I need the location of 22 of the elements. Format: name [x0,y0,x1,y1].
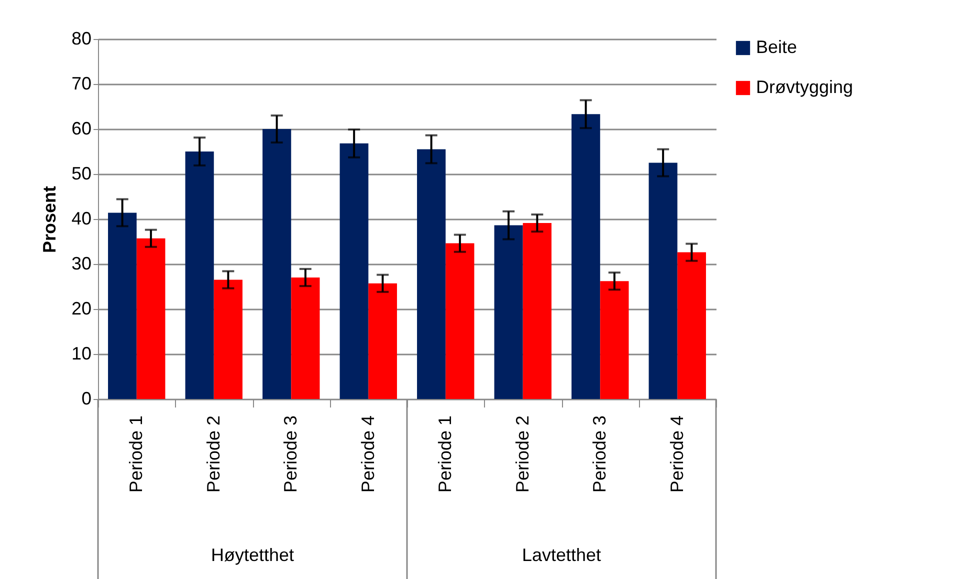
x-tick-label: Periode 2 [203,416,224,493]
x-tick-label: Periode 3 [280,416,301,493]
y-tick-label: 10 [71,344,92,364]
text: Høytetthet [210,545,294,565]
y-tick-label: 20 [71,298,92,318]
x-tick-label: Periode 1 [126,416,146,493]
y-tick-label: 60 [71,118,92,138]
x-tick-label: Periode 4 [358,416,378,493]
y-tick-label: 40 [71,208,92,228]
x-tick-label: Periode 4 [666,416,687,493]
y-tick-label: 80 [71,28,92,48]
text: Lavtetthet [522,545,602,565]
y-tick-label: 30 [71,254,92,274]
y-axis-title: Prosent [39,186,60,254]
y-tick-label: 0 [81,388,92,408]
x-tick-label: Periode 3 [590,416,610,493]
legend-label: Beite [756,37,798,57]
legend-label: Drøvtygging [756,77,854,97]
x-tick-label: Periode 2 [512,416,532,493]
y-tick-label: 50 [71,164,92,184]
x-tick-label: Periode 1 [435,416,456,493]
y-tick-label: 70 [71,74,92,94]
